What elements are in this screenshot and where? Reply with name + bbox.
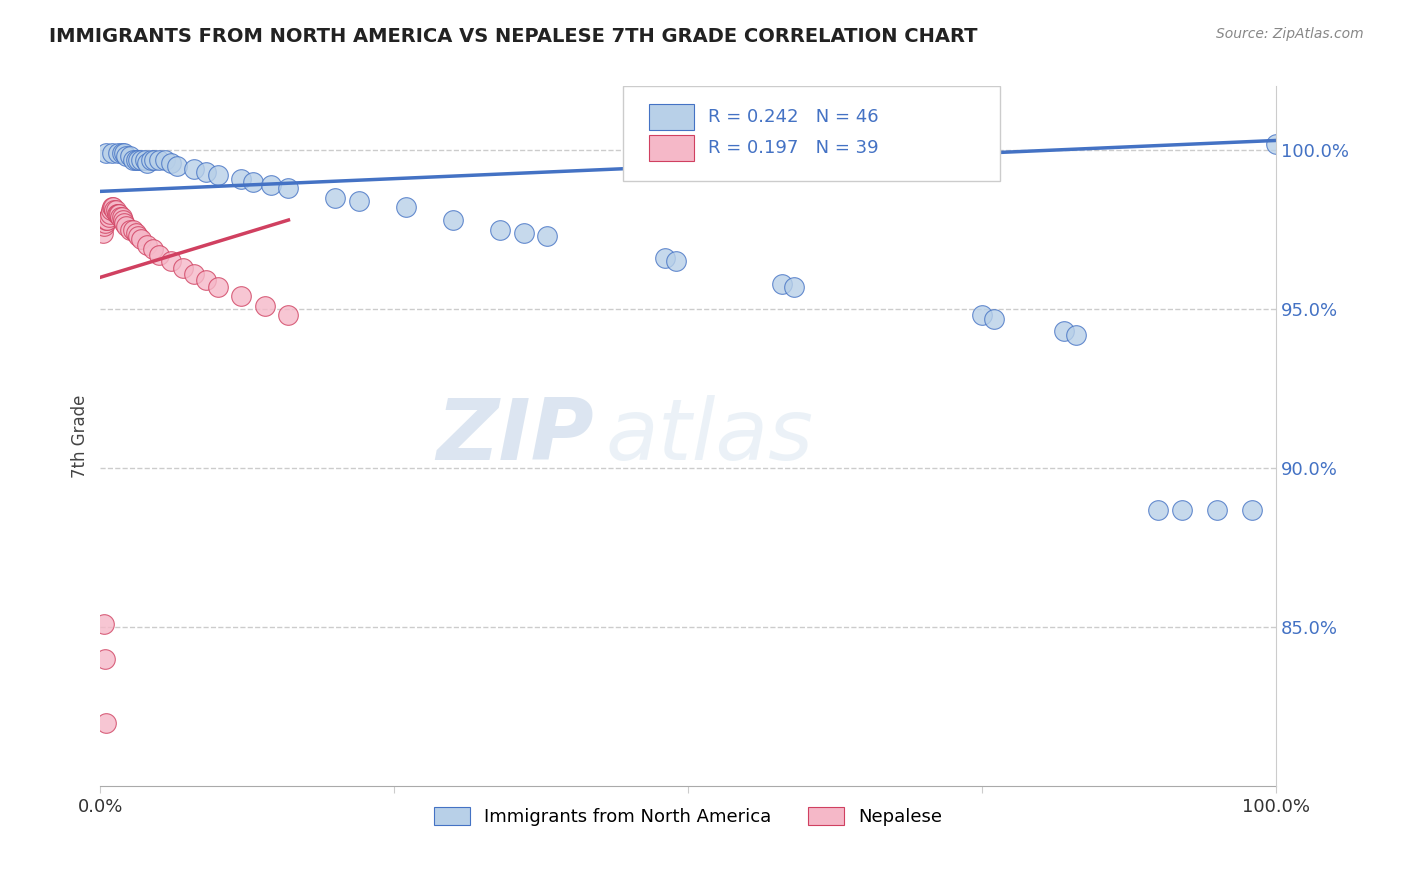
- Point: [101, 146, 124, 161]
- Point: [1053, 325, 1076, 339]
- Point: [195, 165, 218, 179]
- Point: [127, 228, 149, 243]
- Point: [983, 311, 1005, 326]
- Point: [93, 219, 115, 234]
- Point: [148, 153, 170, 167]
- Point: [111, 213, 134, 227]
- Bar: [650, 103, 695, 130]
- Point: [110, 210, 132, 224]
- Point: [122, 153, 145, 167]
- Point: [139, 153, 162, 167]
- Point: [100, 203, 122, 218]
- Point: [115, 219, 138, 234]
- Point: [94, 216, 117, 230]
- Bar: [650, 135, 695, 161]
- Point: [136, 155, 159, 169]
- Point: [103, 203, 125, 218]
- Point: [347, 194, 370, 208]
- Text: R = 0.242   N = 46: R = 0.242 N = 46: [709, 108, 879, 126]
- Point: [166, 159, 188, 173]
- Point: [277, 309, 299, 323]
- Point: [231, 171, 253, 186]
- Legend: Immigrants from North America, Nepalese: Immigrants from North America, Nepalese: [426, 799, 949, 833]
- Text: IMMIGRANTS FROM NORTH AMERICA VS NEPALESE 7TH GRADE CORRELATION CHART: IMMIGRANTS FROM NORTH AMERICA VS NEPALES…: [49, 27, 977, 45]
- Point: [103, 200, 125, 214]
- Point: [489, 222, 512, 236]
- Point: [160, 254, 183, 268]
- Point: [131, 153, 153, 167]
- Text: Source: ZipAtlas.com: Source: ZipAtlas.com: [1216, 27, 1364, 41]
- Point: [512, 226, 534, 240]
- Point: [96, 146, 118, 161]
- Point: [115, 149, 138, 163]
- Point: [231, 289, 253, 303]
- Point: [1171, 502, 1194, 516]
- Point: [91, 226, 114, 240]
- Point: [112, 216, 135, 230]
- Point: [124, 226, 146, 240]
- Point: [118, 222, 141, 236]
- Point: [277, 181, 299, 195]
- Point: [110, 146, 132, 161]
- Point: [107, 146, 129, 161]
- Point: [1206, 502, 1229, 516]
- Point: [783, 280, 806, 294]
- Point: [104, 203, 127, 218]
- Point: [97, 210, 120, 224]
- Point: [134, 153, 156, 167]
- Point: [172, 260, 194, 275]
- Point: [183, 267, 205, 281]
- Point: [160, 155, 183, 169]
- FancyBboxPatch shape: [623, 87, 1000, 181]
- Point: [112, 146, 135, 161]
- Point: [260, 178, 283, 192]
- Point: [395, 200, 418, 214]
- Point: [195, 273, 218, 287]
- Point: [93, 617, 115, 632]
- Point: [101, 200, 124, 214]
- Point: [325, 191, 347, 205]
- Point: [96, 715, 118, 730]
- Text: R = 0.197   N = 39: R = 0.197 N = 39: [709, 139, 879, 157]
- Point: [654, 251, 676, 265]
- Point: [124, 153, 146, 167]
- Text: atlas: atlas: [606, 395, 814, 478]
- Point: [1241, 502, 1264, 516]
- Point: [183, 162, 205, 177]
- Point: [441, 213, 464, 227]
- Point: [207, 169, 229, 183]
- Point: [118, 149, 141, 163]
- Point: [108, 207, 131, 221]
- Point: [142, 242, 165, 256]
- Point: [107, 207, 129, 221]
- Point: [770, 277, 793, 291]
- Point: [970, 309, 993, 323]
- Point: [136, 238, 159, 252]
- Point: [98, 207, 121, 221]
- Point: [536, 228, 558, 243]
- Point: [105, 207, 128, 221]
- Point: [96, 213, 118, 227]
- Point: [1147, 502, 1170, 516]
- Point: [122, 222, 145, 236]
- Point: [242, 175, 264, 189]
- Point: [148, 248, 170, 262]
- Y-axis label: 7th Grade: 7th Grade: [72, 395, 89, 478]
- Point: [153, 153, 176, 167]
- Point: [94, 652, 117, 666]
- Text: ZIP: ZIP: [436, 395, 595, 478]
- Point: [110, 210, 132, 224]
- Point: [1064, 327, 1087, 342]
- Point: [96, 213, 118, 227]
- Point: [1265, 136, 1288, 151]
- Point: [665, 254, 688, 268]
- Point: [207, 280, 229, 294]
- Point: [131, 232, 153, 246]
- Point: [253, 299, 276, 313]
- Point: [127, 153, 149, 167]
- Point: [143, 153, 166, 167]
